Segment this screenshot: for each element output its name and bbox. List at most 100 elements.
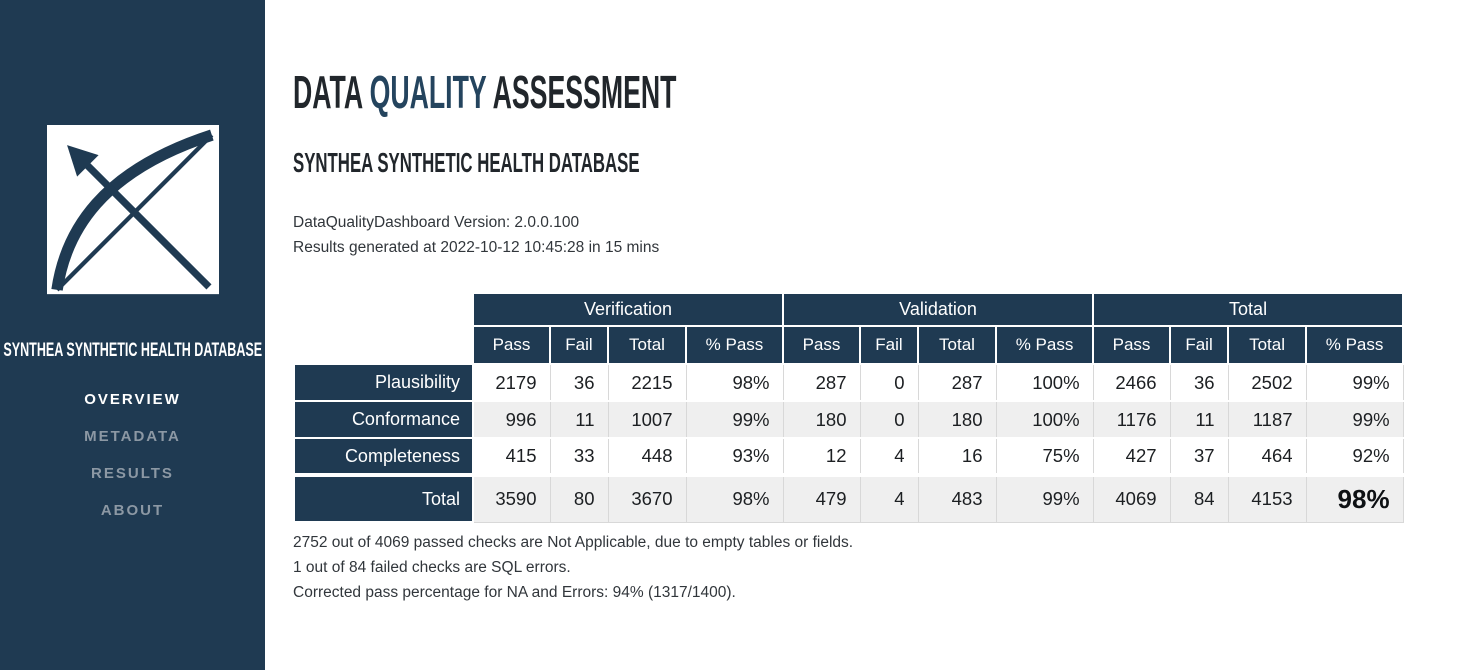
verification-pctpass-header: % Pass (685, 325, 784, 365)
cell-value: 11 (549, 401, 608, 439)
database-subtitle-text: SYNTHEA SYNTHETIC HEALTH DATABASE (293, 147, 640, 178)
cell-value: 287 (782, 364, 860, 402)
row-label-plausibility: Plausibility (293, 363, 474, 402)
cell-value: 33 (549, 438, 608, 476)
row-label-completeness: Completeness (293, 437, 474, 476)
group-header-total: Total (1092, 292, 1405, 327)
cell-value: 996 (472, 401, 550, 439)
cell-value: 4069 (1092, 473, 1171, 523)
table-row-completeness: Completeness 415 33 448 93% 12 4 16 75% … (293, 437, 1404, 476)
cell-value: 98% (685, 473, 783, 523)
page-title-highlight: QUALITY (369, 66, 487, 118)
page-title-part2: ASSESSMENT (486, 66, 677, 118)
version-line: DataQualityDashboard Version: 2.0.0.100 (293, 214, 580, 231)
cell-value: 1187 (1227, 401, 1307, 439)
cell-value: 415 (472, 438, 550, 476)
cell-value: 2215 (607, 364, 686, 402)
sidebar-database-title: SYNTHEA SYNTHETIC HEALTH DATABASE (0, 337, 265, 365)
cell-value: 448 (607, 438, 686, 476)
cell-value: 16 (917, 438, 996, 476)
cell-value: 427 (1092, 438, 1171, 476)
cell-value: 464 (1227, 438, 1307, 476)
cell-value: 99% (685, 401, 783, 439)
verification-fail-header: Fail (549, 325, 609, 365)
cell-value: 75% (995, 438, 1094, 476)
cell-value: 4 (859, 438, 918, 476)
cell-value: 36 (1169, 364, 1229, 402)
cell-value: 84 (1169, 473, 1229, 523)
synthea-logo (45, 125, 221, 297)
cell-value: 93% (685, 438, 783, 476)
cell-value: 0 (859, 401, 918, 439)
cell-value: 12 (782, 438, 860, 476)
cell-value: 100% (995, 401, 1094, 439)
row-label-total: Total (293, 473, 474, 523)
cell-value: 3670 (607, 473, 686, 523)
main-content: DATA QUALITY ASSESSMENT SYNTHEA SYNTHETI… (265, 0, 1477, 670)
total-pass-header: Pass (1092, 325, 1172, 365)
cell-value: 1007 (607, 401, 686, 439)
cell-value: 2502 (1227, 364, 1307, 402)
cell-value: 3590 (472, 473, 550, 523)
table-group-header-row: Verification Validation Total (294, 292, 1405, 327)
table-row-total: Total 3590 80 3670 98% 479 4 483 99% 406… (293, 473, 1404, 523)
note-not-applicable: 2752 out of 4069 passed checks are Not A… (293, 534, 854, 551)
validation-pctpass-header: % Pass (994, 325, 1095, 365)
cell-value: 4153 (1227, 473, 1307, 523)
validation-pass-header: Pass (782, 325, 861, 365)
table-corner-spacer (294, 293, 473, 364)
cell-value: 92% (1305, 438, 1404, 476)
cell-value: 287 (917, 364, 996, 402)
cell-value: 99% (995, 473, 1094, 523)
cell-value: 36 (549, 364, 608, 402)
table-row-plausibility: Plausibility 2179 36 2215 98% 287 0 287 … (293, 363, 1404, 402)
cell-value: 4 (859, 473, 918, 523)
results-table: Verification Validation Total Pass Fail … (293, 292, 1405, 523)
row-label-conformance: Conformance (293, 400, 474, 439)
cell-value: 2179 (472, 364, 550, 402)
sidebar-nav: OVERVIEW METADATA RESULTS ABOUT (0, 381, 265, 529)
note-sql-errors: 1 out of 84 failed checks are SQL errors… (293, 559, 571, 576)
verification-total-header: Total (607, 325, 687, 365)
total-fail-header: Fail (1169, 325, 1230, 365)
sidebar-item-metadata[interactable]: METADATA (84, 428, 181, 445)
note-corrected-percentage: Corrected pass percentage for NA and Err… (293, 584, 736, 601)
cell-value: 99% (1305, 364, 1404, 402)
group-header-validation: Validation (781, 292, 1095, 327)
cell-value: 37 (1169, 438, 1229, 476)
cell-value: 1176 (1092, 401, 1171, 439)
overall-pass-percentage: 98% (1305, 473, 1404, 523)
sidebar-item-results[interactable]: RESULTS (91, 465, 174, 482)
table-subheader-row: Pass Fail Total % Pass Pass Fail Total %… (294, 325, 1405, 365)
cell-value: 479 (782, 473, 860, 523)
cell-value: 80 (549, 473, 608, 523)
cell-value: 99% (1305, 401, 1404, 439)
sidebar: SYNTHEA SYNTHETIC HEALTH DATABASE OVERVI… (0, 0, 265, 670)
sidebar-item-about[interactable]: ABOUT (100, 502, 165, 519)
crossed-bow-arrow-icon (46, 125, 219, 295)
validation-fail-header: Fail (859, 325, 919, 365)
total-total-header: Total (1227, 325, 1308, 365)
sidebar-item-overview[interactable]: OVERVIEW (84, 391, 181, 408)
generated-line: Results generated at 2022-10-12 10:45:28… (293, 239, 660, 256)
cell-value: 180 (782, 401, 860, 439)
database-subtitle: SYNTHEA SYNTHETIC HEALTH DATABASE (293, 147, 1477, 178)
validation-total-header: Total (917, 325, 997, 365)
total-pctpass-header: % Pass (1305, 325, 1405, 365)
page-title-part1: DATA (293, 66, 370, 118)
cell-value: 2466 (1092, 364, 1171, 402)
cell-value: 11 (1169, 401, 1229, 439)
cell-value: 0 (859, 364, 918, 402)
sidebar-database-title-text: SYNTHEA SYNTHETIC HEALTH DATABASE (3, 340, 262, 361)
footnotes: 2752 out of 4069 passed checks are Not A… (293, 530, 1477, 605)
page-title: DATA QUALITY ASSESSMENT (293, 69, 1477, 115)
table-row-conformance: Conformance 996 11 1007 99% 180 0 180 10… (293, 400, 1404, 439)
cell-value: 98% (685, 364, 783, 402)
verification-pass-header: Pass (472, 325, 551, 365)
cell-value: 180 (917, 401, 996, 439)
group-header-verification: Verification (472, 292, 784, 327)
cell-value: 100% (995, 364, 1094, 402)
report-metadata: DataQualityDashboard Version: 2.0.0.100 … (293, 210, 1477, 260)
cell-value: 483 (917, 473, 996, 523)
